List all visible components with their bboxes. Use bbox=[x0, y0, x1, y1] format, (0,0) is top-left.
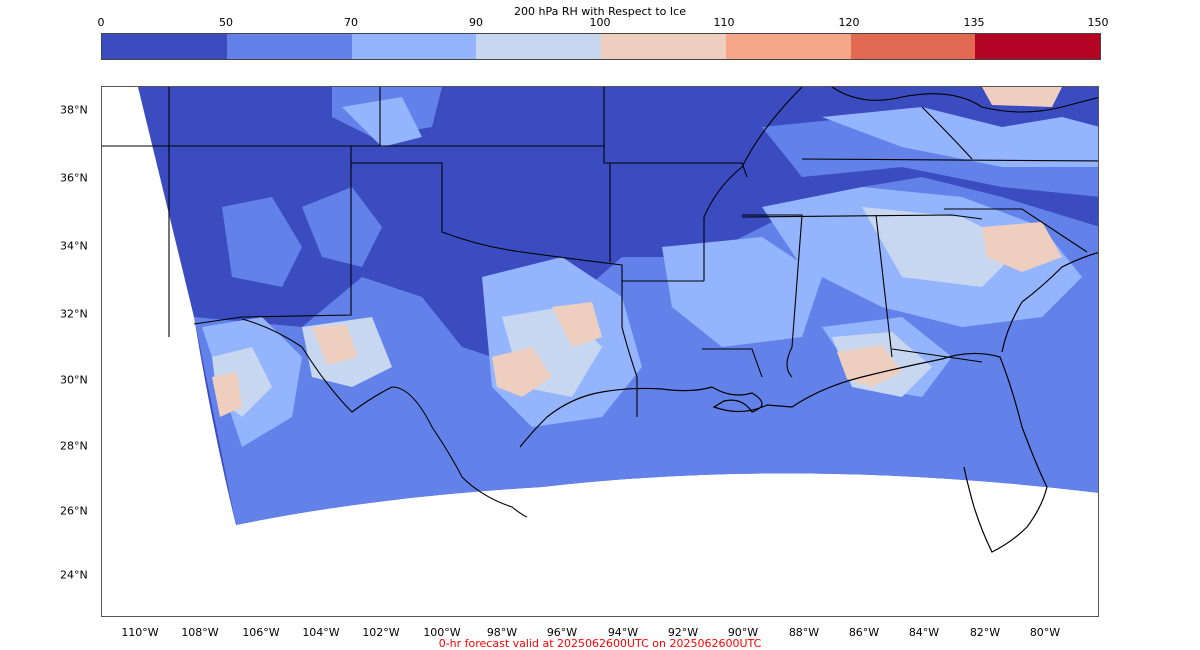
lon-label: 110°W bbox=[121, 626, 159, 639]
colorbar-segment bbox=[725, 34, 851, 59]
lon-label: 96°W bbox=[546, 626, 578, 639]
lon-label: 86°W bbox=[848, 626, 880, 639]
lon-label: 102°W bbox=[362, 626, 400, 639]
colorbar-tick: 135 bbox=[963, 16, 985, 29]
colorbar-title: 200 hPa RH with Respect to Ice bbox=[514, 5, 686, 18]
colorbar-segment bbox=[351, 34, 477, 59]
colorbar-tick: 110 bbox=[713, 16, 735, 29]
lat-label: 24°N bbox=[60, 568, 88, 582]
map-panel bbox=[101, 86, 1099, 617]
colorbar-segment bbox=[850, 34, 976, 59]
rh-contours bbox=[194, 87, 1098, 525]
coastline bbox=[519, 352, 1048, 553]
lat-label: 26°N bbox=[60, 504, 88, 518]
lon-label: 98°W bbox=[486, 626, 518, 639]
lat-label: 36°N bbox=[60, 171, 88, 185]
lat-label: 38°N bbox=[60, 103, 88, 117]
colorbar-segment bbox=[476, 34, 601, 59]
lat-label: 30°N bbox=[60, 373, 88, 387]
lon-label: 92°W bbox=[667, 626, 699, 639]
colorbar-tick: 100 bbox=[589, 16, 611, 29]
map-svg bbox=[102, 87, 1098, 553]
lat-label: 32°N bbox=[60, 307, 88, 321]
lat-label: 28°N bbox=[60, 439, 88, 453]
colorbar-tick: 0 bbox=[97, 16, 105, 29]
lat-label: 34°N bbox=[60, 239, 88, 253]
colorbar-tick: 50 bbox=[219, 16, 233, 29]
state-borders bbox=[102, 87, 1098, 417]
colorbar-segment bbox=[102, 34, 227, 59]
lon-label: 94°W bbox=[607, 626, 639, 639]
lon-label: 104°W bbox=[302, 626, 340, 639]
colorbar-tick: 120 bbox=[838, 16, 860, 29]
lon-label: 84°W bbox=[908, 626, 940, 639]
international-border bbox=[241, 318, 528, 518]
colorbar-tick: 90 bbox=[469, 16, 483, 29]
lon-label: 108°W bbox=[181, 626, 219, 639]
forecast-valid-caption: 0-hr forecast valid at 2025062600UTC on … bbox=[438, 637, 762, 650]
lon-label: 82°W bbox=[969, 626, 1001, 639]
colorbar-segment bbox=[975, 34, 1100, 59]
colorbar-tick: 150 bbox=[1087, 16, 1109, 29]
lon-label: 100°W bbox=[423, 626, 461, 639]
lon-label: 88°W bbox=[788, 626, 820, 639]
colorbar-segment bbox=[226, 34, 352, 59]
colorbar-segment bbox=[601, 34, 726, 59]
lon-label: 80°W bbox=[1029, 626, 1061, 639]
lon-label: 106°W bbox=[242, 626, 280, 639]
atlantic-coast bbox=[1001, 251, 1098, 353]
lon-label: 90°W bbox=[727, 626, 759, 639]
colorbar bbox=[101, 33, 1101, 60]
colorbar-tick: 70 bbox=[344, 16, 358, 29]
